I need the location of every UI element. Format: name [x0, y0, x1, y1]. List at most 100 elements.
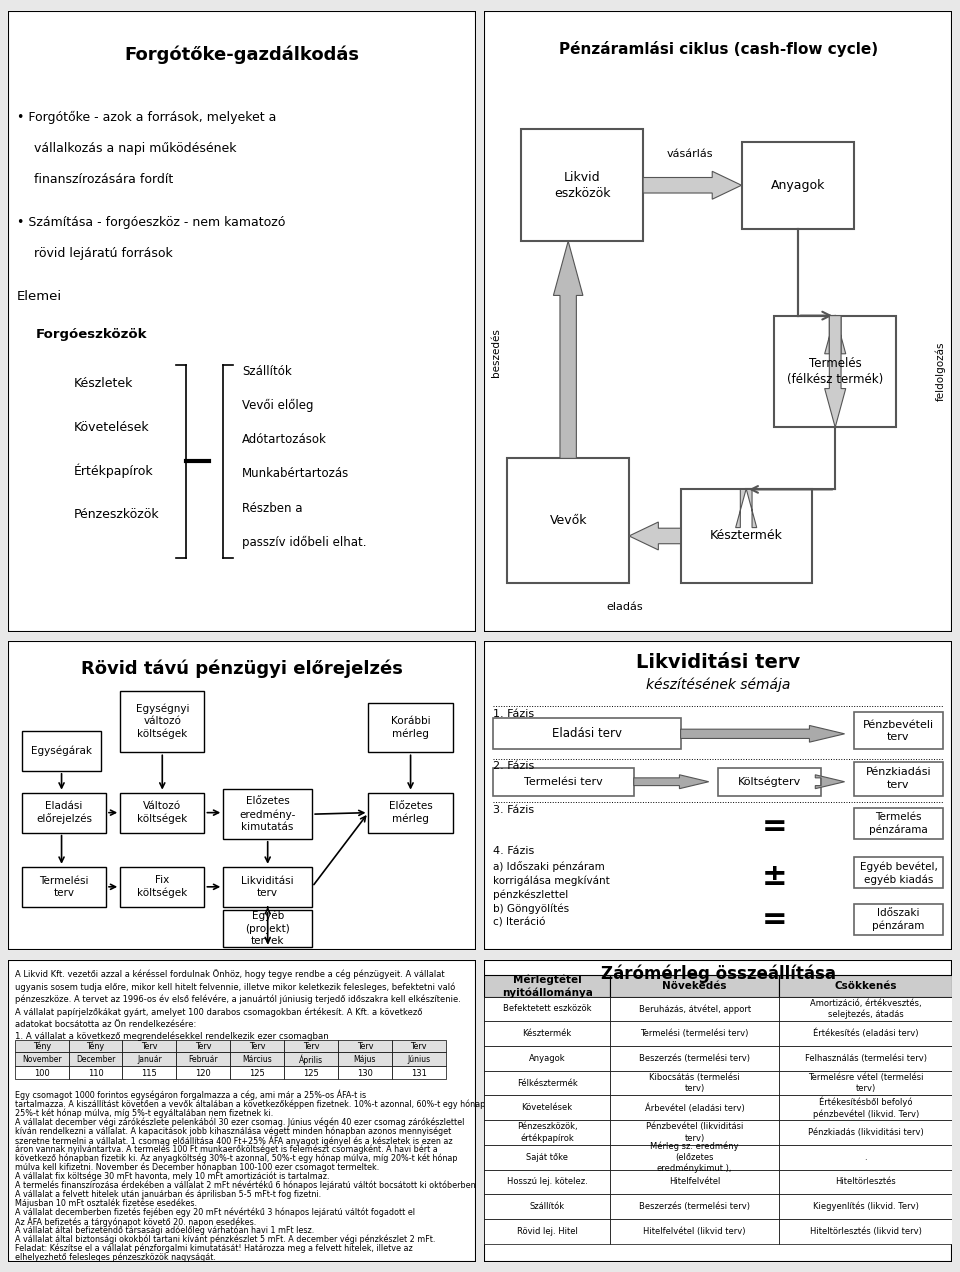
Text: Beszerzés (termelési terv): Beszerzés (termelési terv) — [639, 1202, 750, 1211]
Text: Kibocsátás (termelési
terv): Kibocsátás (termelési terv) — [649, 1074, 740, 1093]
FancyBboxPatch shape — [177, 1066, 230, 1080]
FancyBboxPatch shape — [484, 1145, 611, 1169]
FancyBboxPatch shape — [484, 976, 611, 996]
Text: Termelési terv: Termelési terv — [524, 777, 603, 786]
Text: Befektetett eszközök: Befektetett eszközök — [503, 1005, 591, 1014]
Text: 120: 120 — [196, 1068, 211, 1077]
Text: Rövid távú pénzügyi előrejelzés: Rövid távú pénzügyi előrejelzés — [81, 660, 403, 678]
Text: készítésének sémája: készítésének sémája — [646, 677, 790, 692]
Text: Követelések: Követelések — [521, 1103, 573, 1112]
FancyBboxPatch shape — [484, 1021, 611, 1046]
Text: Költségterv: Költségterv — [738, 776, 802, 787]
Text: Terv: Terv — [195, 1042, 211, 1051]
Text: Mérlegtétel
nyitóállománya: Mérlegtétel nyitóállománya — [502, 974, 592, 997]
Text: Értékpapírok: Értékpapírok — [73, 463, 153, 478]
Text: 131: 131 — [411, 1068, 426, 1077]
Text: Forgóeszközök: Forgóeszközök — [36, 328, 147, 341]
FancyBboxPatch shape — [611, 1071, 779, 1095]
Text: Június: Június — [407, 1056, 430, 1065]
Text: Munkabértartozás: Munkabértartozás — [242, 467, 349, 481]
Text: Pénzeszközök: Pénzeszközök — [73, 508, 159, 520]
Text: Tény: Tény — [33, 1042, 51, 1051]
Text: Terv: Terv — [357, 1042, 373, 1051]
Text: Növekedés: Növekedés — [662, 981, 727, 991]
Text: Fix
költségek: Fix költségek — [137, 875, 187, 898]
Text: Pénzbevétel (likviditási
terv): Pénzbevétel (likviditási terv) — [646, 1122, 743, 1142]
FancyBboxPatch shape — [284, 1052, 338, 1066]
Text: Január: Január — [137, 1056, 162, 1065]
FancyBboxPatch shape — [775, 315, 896, 427]
FancyBboxPatch shape — [369, 703, 453, 752]
Text: 125: 125 — [303, 1068, 319, 1077]
FancyBboxPatch shape — [22, 730, 102, 771]
FancyBboxPatch shape — [14, 1066, 68, 1080]
FancyBboxPatch shape — [493, 719, 681, 749]
FancyBboxPatch shape — [338, 1040, 392, 1052]
FancyBboxPatch shape — [392, 1040, 445, 1052]
FancyBboxPatch shape — [284, 1066, 338, 1080]
FancyBboxPatch shape — [507, 458, 629, 583]
Text: Hitelfelvétel: Hitelfelvétel — [669, 1178, 720, 1187]
FancyBboxPatch shape — [120, 866, 204, 907]
FancyBboxPatch shape — [611, 1095, 779, 1121]
Text: korrigálása megkívánt: korrigálása megkívánt — [493, 875, 610, 885]
Text: Korábbi
mérleg: Korábbi mérleg — [391, 716, 430, 739]
FancyBboxPatch shape — [611, 1219, 779, 1244]
FancyBboxPatch shape — [779, 1046, 952, 1071]
FancyBboxPatch shape — [338, 1052, 392, 1066]
Text: Termelésre vétel (termelési
terv): Termelésre vétel (termelési terv) — [808, 1074, 924, 1093]
Text: A vállalat decemberben fizetés fejében egy 20 mFt névértékű 3 hónapos lejáratú v: A vállalat decemberben fizetés fejében e… — [14, 1207, 415, 1217]
FancyBboxPatch shape — [230, 1040, 284, 1052]
Text: következő hónapban fizetik ki. Az anyagköltség 30%-t azonnal, 50%-t egy hónap mú: következő hónapban fizetik ki. Az anyagk… — [14, 1154, 457, 1163]
FancyBboxPatch shape — [392, 1066, 445, 1080]
FancyBboxPatch shape — [120, 792, 204, 833]
Text: Adótartozások: Adótartozások — [242, 434, 326, 446]
Text: passzív időbeli elhat.: passzív időbeli elhat. — [242, 536, 367, 548]
FancyArrow shape — [825, 315, 846, 354]
FancyBboxPatch shape — [611, 1021, 779, 1046]
FancyBboxPatch shape — [779, 1095, 952, 1121]
Text: 25%-t két hónap múlva, míg 5%-t egyáltalában nem fizetnek ki.: 25%-t két hónap múlva, míg 5%-t egyáltal… — [14, 1108, 273, 1118]
Text: Anyagok: Anyagok — [771, 179, 825, 192]
FancyArrow shape — [634, 775, 708, 789]
Text: a) Időszaki pénzáram: a) Időszaki pénzáram — [493, 861, 605, 873]
Text: 110: 110 — [87, 1068, 104, 1077]
FancyBboxPatch shape — [779, 1145, 952, 1169]
Text: Beruházás, átvétel, apport: Beruházás, átvétel, apport — [638, 1004, 751, 1014]
Text: Értékesítésből befolyó
pénzbevétel (likvid. Terv): Értékesítésből befolyó pénzbevétel (likv… — [812, 1096, 919, 1119]
FancyBboxPatch shape — [8, 960, 476, 1262]
Text: Időszaki
pénzáram: Időszaki pénzáram — [873, 908, 924, 931]
FancyBboxPatch shape — [392, 1052, 445, 1066]
FancyBboxPatch shape — [779, 996, 952, 1021]
FancyBboxPatch shape — [611, 1169, 779, 1194]
Text: Március: Március — [242, 1056, 272, 1065]
Text: Csökkenés: Csökkenés — [834, 981, 897, 991]
FancyArrow shape — [815, 775, 845, 789]
FancyBboxPatch shape — [223, 790, 312, 840]
FancyBboxPatch shape — [284, 1040, 338, 1052]
Text: Egységnyi
változó
költségek: Egységnyi változó költségek — [135, 703, 189, 739]
Text: Amortizáció, értékvesztés,
selejtezés, átadás: Amortizáció, értékvesztés, selejtezés, á… — [810, 999, 922, 1019]
Text: Zárómérleg összeállítása: Zárómérleg összeállítása — [601, 964, 835, 983]
Text: Felhasználás (termelési terv): Felhasználás (termelési terv) — [804, 1053, 926, 1063]
FancyArrow shape — [553, 242, 583, 458]
Text: 130: 130 — [357, 1068, 372, 1077]
Text: elhelyezhető felesleges pénzeszközök nagyságát.: elhelyezhető felesleges pénzeszközök nag… — [14, 1253, 216, 1262]
Text: Egyéb
(projekt)
tervek: Egyéb (projekt) tervek — [246, 911, 290, 946]
Text: Rövid lej. Hitel: Rövid lej. Hitel — [516, 1227, 578, 1236]
FancyBboxPatch shape — [779, 1194, 952, 1219]
Text: c) Iteráció: c) Iteráció — [493, 917, 545, 927]
FancyBboxPatch shape — [484, 1194, 611, 1219]
Text: A vállalat december végi zárókészlete pelenkából 30 ezer csomag. Június végén 40: A vállalat december végi zárókészlete pe… — [14, 1117, 464, 1127]
FancyBboxPatch shape — [484, 1219, 611, 1244]
FancyBboxPatch shape — [22, 792, 106, 833]
Text: Beszerzés (termelési terv): Beszerzés (termelési terv) — [639, 1053, 750, 1063]
FancyBboxPatch shape — [779, 1169, 952, 1194]
FancyBboxPatch shape — [854, 712, 943, 749]
Text: Vevők: Vevők — [549, 514, 587, 527]
Text: A vállalat papírjelzőkákat gyárt, amelyet 100 darabos csomagokban értékesít. A K: A vállalat papírjelzőkákat gyárt, amelye… — [14, 1007, 422, 1016]
Text: Szállítók: Szállítók — [242, 365, 292, 378]
Text: Egy csomagot 1000 forintos egységáron forgalmazza a cég, ami már a 25%-os ÁFA-t : Egy csomagot 1000 forintos egységáron fo… — [14, 1090, 366, 1100]
Text: Hiteltörlesztés (likvid terv): Hiteltörlesztés (likvid terv) — [809, 1227, 922, 1236]
FancyBboxPatch shape — [68, 1066, 123, 1080]
